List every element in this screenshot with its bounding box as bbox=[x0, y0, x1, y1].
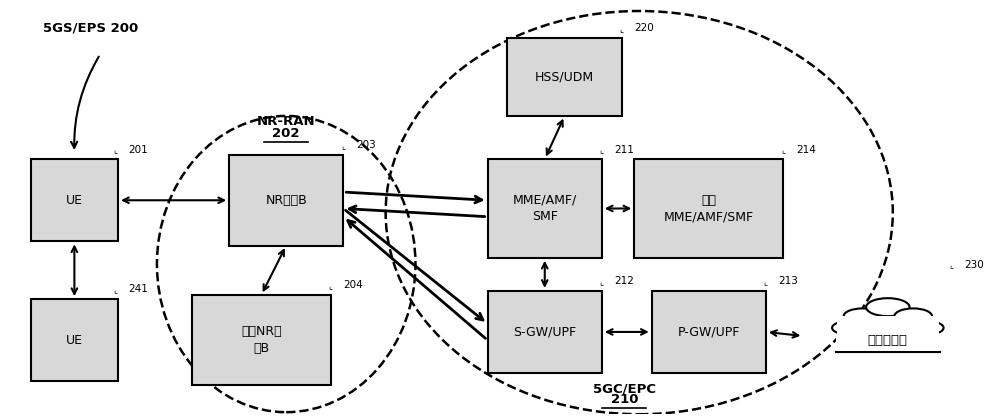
Text: 5GC/EPC: 5GC/EPC bbox=[593, 383, 656, 396]
Text: 220: 220 bbox=[634, 23, 654, 33]
Text: 241: 241 bbox=[128, 284, 148, 294]
FancyBboxPatch shape bbox=[652, 291, 766, 373]
Text: 其它
MME/AMF/SMF: 其它 MME/AMF/SMF bbox=[664, 193, 754, 224]
FancyBboxPatch shape bbox=[192, 295, 331, 385]
Text: 210: 210 bbox=[611, 393, 638, 406]
FancyBboxPatch shape bbox=[836, 325, 940, 352]
Text: 230: 230 bbox=[964, 260, 984, 270]
Text: ⌞: ⌞ bbox=[949, 261, 954, 271]
Text: NR节点B: NR节点B bbox=[265, 194, 307, 207]
Text: 211: 211 bbox=[614, 145, 634, 155]
FancyBboxPatch shape bbox=[837, 316, 939, 351]
Text: P-GW/UPF: P-GW/UPF bbox=[678, 325, 740, 339]
FancyBboxPatch shape bbox=[31, 159, 118, 241]
Text: 212: 212 bbox=[614, 276, 634, 286]
FancyBboxPatch shape bbox=[31, 299, 118, 381]
Circle shape bbox=[832, 321, 864, 334]
Text: ⌞: ⌞ bbox=[619, 25, 624, 34]
FancyBboxPatch shape bbox=[634, 159, 783, 258]
FancyBboxPatch shape bbox=[488, 159, 602, 258]
Text: 214: 214 bbox=[796, 145, 816, 155]
Text: HSS/UDM: HSS/UDM bbox=[535, 70, 594, 83]
Circle shape bbox=[844, 309, 881, 324]
FancyBboxPatch shape bbox=[507, 38, 622, 116]
Text: ⌞: ⌞ bbox=[599, 146, 604, 156]
Text: ⌞: ⌞ bbox=[328, 282, 332, 291]
Text: 203: 203 bbox=[356, 141, 376, 151]
Text: 5GS/EPS 200: 5GS/EPS 200 bbox=[43, 21, 138, 34]
Text: 其它NR节
点B: 其它NR节 点B bbox=[241, 325, 282, 355]
Text: ⌞: ⌞ bbox=[341, 142, 345, 151]
Text: MME/AMF/
SMF: MME/AMF/ SMF bbox=[513, 193, 577, 224]
Circle shape bbox=[912, 321, 944, 334]
Text: ⌞: ⌞ bbox=[781, 146, 786, 156]
Text: ⌞: ⌞ bbox=[113, 286, 117, 295]
Text: NR-RAN: NR-RAN bbox=[257, 115, 316, 128]
Circle shape bbox=[894, 309, 932, 324]
Circle shape bbox=[866, 298, 910, 316]
Text: UE: UE bbox=[66, 194, 83, 207]
FancyBboxPatch shape bbox=[229, 155, 343, 246]
FancyBboxPatch shape bbox=[488, 291, 602, 373]
Text: ⌞: ⌞ bbox=[599, 278, 604, 287]
Text: 201: 201 bbox=[128, 145, 148, 155]
Text: UE: UE bbox=[66, 334, 83, 347]
Text: 因特网服务: 因特网服务 bbox=[868, 334, 908, 347]
Text: 202: 202 bbox=[272, 127, 300, 140]
Text: 204: 204 bbox=[343, 280, 363, 290]
Text: S-GW/UPF: S-GW/UPF bbox=[513, 325, 576, 339]
Text: 213: 213 bbox=[778, 276, 798, 286]
Text: ⌞: ⌞ bbox=[764, 278, 768, 287]
Text: ⌞: ⌞ bbox=[113, 146, 117, 156]
